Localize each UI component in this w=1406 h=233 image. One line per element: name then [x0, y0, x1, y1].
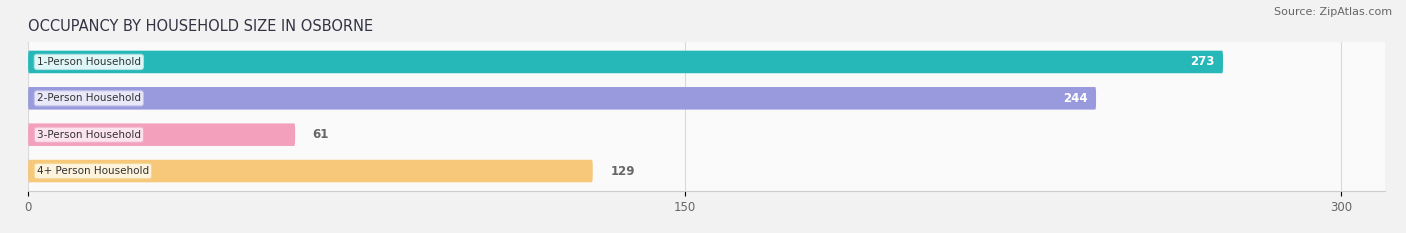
FancyBboxPatch shape	[28, 160, 593, 182]
Text: 2-Person Household: 2-Person Household	[37, 93, 141, 103]
Text: Source: ZipAtlas.com: Source: ZipAtlas.com	[1274, 7, 1392, 17]
Text: 244: 244	[1063, 92, 1087, 105]
Text: 3-Person Household: 3-Person Household	[37, 130, 141, 140]
Text: 1-Person Household: 1-Person Household	[37, 57, 141, 67]
Text: 4+ Person Household: 4+ Person Household	[37, 166, 149, 176]
Text: 273: 273	[1189, 55, 1215, 69]
FancyBboxPatch shape	[28, 87, 1097, 110]
FancyBboxPatch shape	[28, 51, 1223, 73]
Text: 61: 61	[312, 128, 329, 141]
Text: 129: 129	[610, 164, 634, 178]
Text: OCCUPANCY BY HOUSEHOLD SIZE IN OSBORNE: OCCUPANCY BY HOUSEHOLD SIZE IN OSBORNE	[28, 19, 373, 34]
FancyBboxPatch shape	[28, 123, 295, 146]
